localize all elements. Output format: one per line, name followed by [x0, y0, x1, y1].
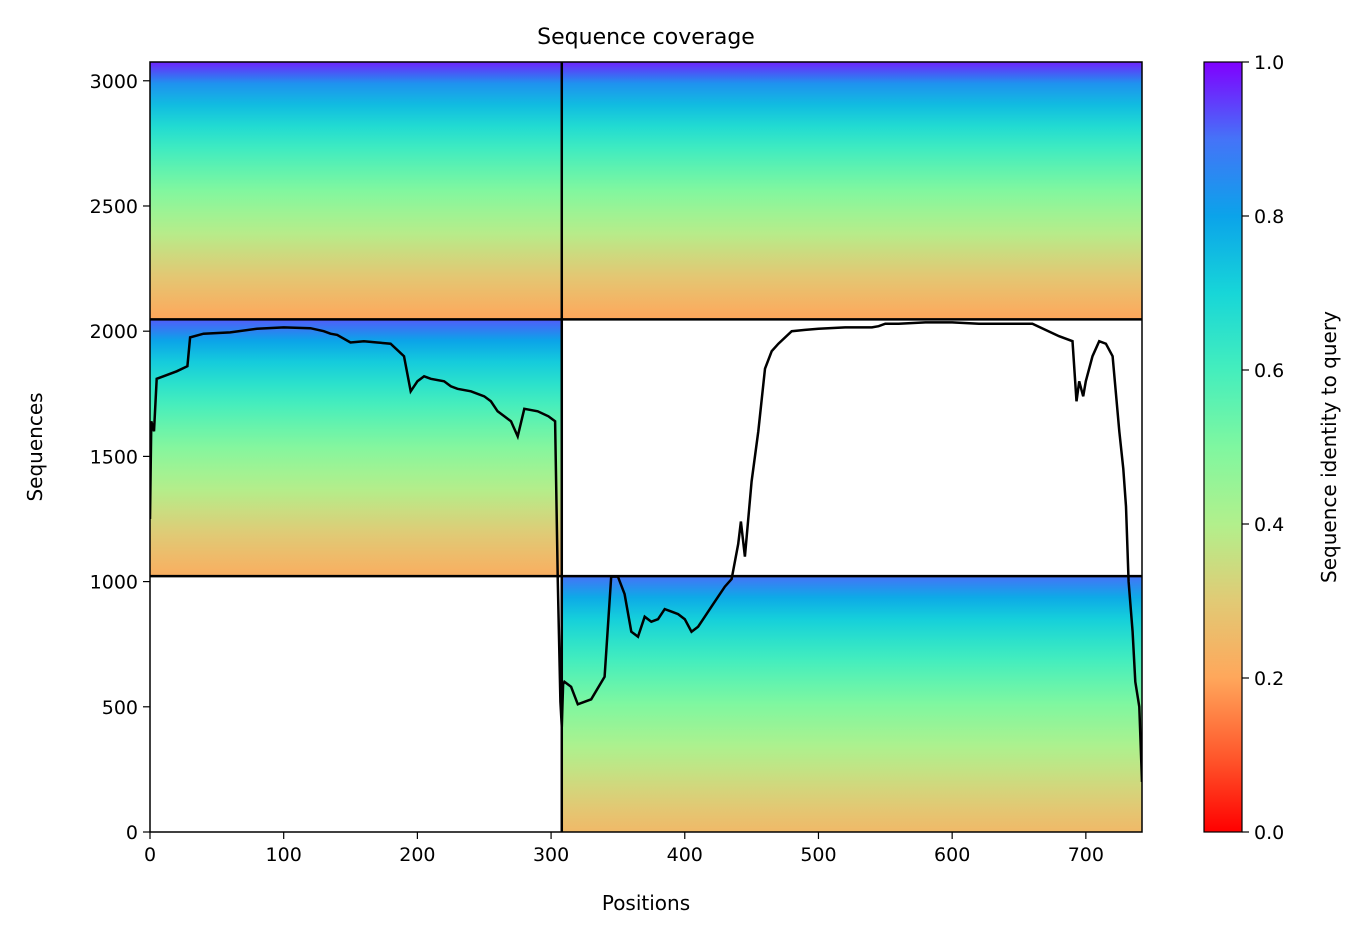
- y-tick-label: 0: [126, 822, 138, 844]
- colorbar-tick-label: 0.4: [1254, 514, 1284, 536]
- x-tick-label: 600: [934, 844, 970, 866]
- x-axis-label: Positions: [602, 891, 690, 915]
- y-tick-label: 1000: [90, 572, 138, 594]
- colorbar-tick-label: 0.6: [1254, 360, 1284, 382]
- plot-frame: [149, 61, 1143, 833]
- colorbar: [1203, 61, 1243, 833]
- y-tick-label: 500: [102, 697, 138, 719]
- y-tick-label: 3000: [90, 71, 138, 93]
- y-tick-label: 2000: [90, 321, 138, 343]
- y-tick-label: 2500: [90, 196, 138, 218]
- coverage-block: [561, 62, 1142, 320]
- y-axis-label: Sequences: [23, 392, 47, 501]
- colorbar-label: Sequence identity to query: [1317, 311, 1341, 583]
- x-tick-label: 500: [800, 844, 836, 866]
- coverage-line: [150, 321, 1142, 782]
- coverage-block: [150, 319, 562, 577]
- y-tick-label: 1500: [90, 446, 138, 468]
- chart-title: Sequence coverage: [537, 25, 755, 50]
- x-tick-label: 400: [667, 844, 703, 866]
- colorbar-tick-label: 0.0: [1254, 822, 1284, 844]
- x-tick-label: 700: [1068, 844, 1104, 866]
- x-tick-label: 0: [144, 844, 156, 866]
- x-tick-label: 200: [399, 844, 435, 866]
- colorbar-tick-label: 1.0: [1254, 52, 1284, 74]
- x-tick-label: 100: [266, 844, 302, 866]
- colorbar-tick-label: 0.2: [1254, 668, 1284, 690]
- colorbar-tick-label: 0.8: [1254, 206, 1284, 228]
- x-tick-label: 300: [533, 844, 569, 866]
- coverage-block: [561, 576, 1142, 832]
- coverage-block: [150, 62, 562, 320]
